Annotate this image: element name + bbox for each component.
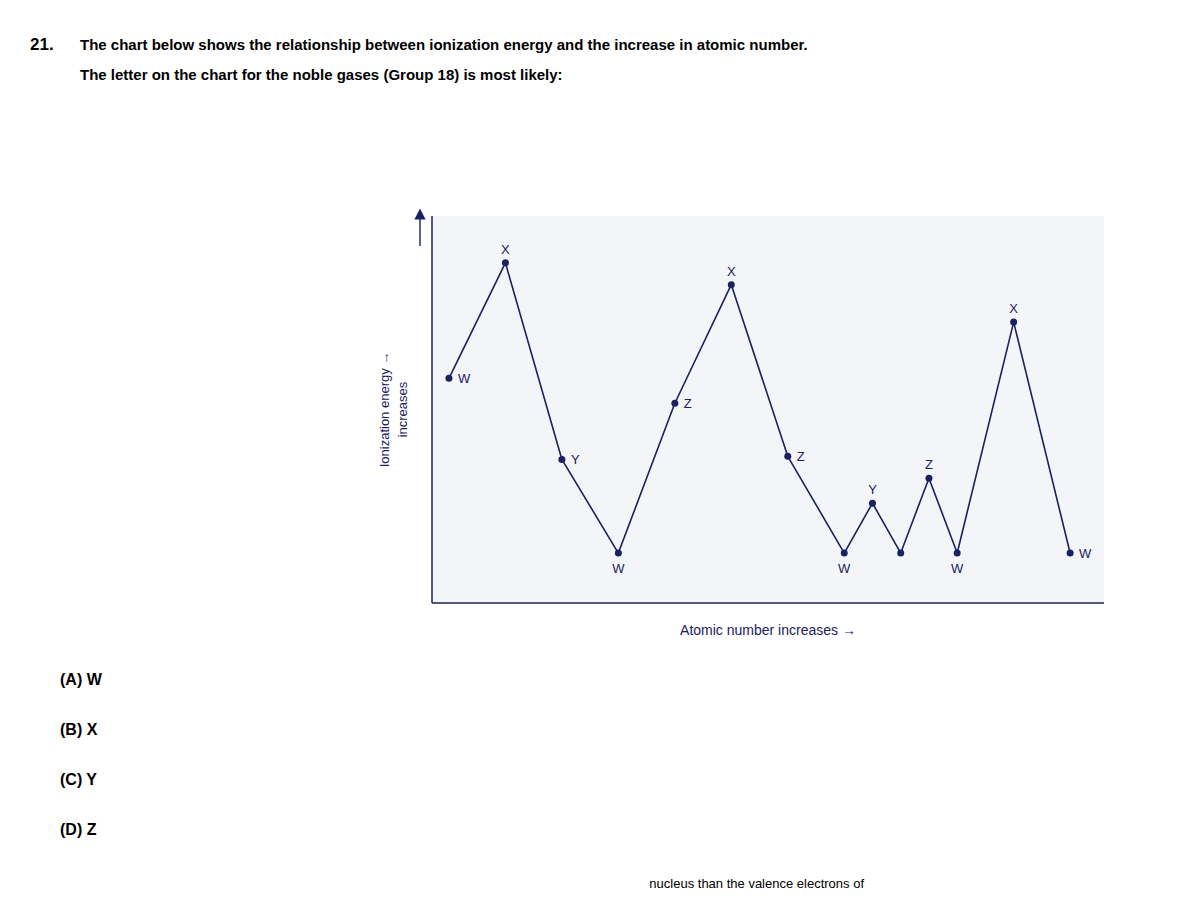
point xyxy=(925,475,932,482)
x-axis-line xyxy=(432,602,1104,604)
point xyxy=(954,550,961,557)
point xyxy=(615,550,622,557)
point xyxy=(1010,319,1017,326)
point-label: Y xyxy=(571,452,580,467)
point xyxy=(841,550,848,557)
x-axis-label: Atomic number increases → xyxy=(680,622,856,638)
point-label: X xyxy=(727,264,736,279)
y-axis-label: increases xyxy=(395,381,410,437)
point xyxy=(445,375,452,382)
point xyxy=(784,453,791,460)
point xyxy=(897,550,904,557)
chart: 21. The chart below shows the relationshi… xyxy=(0,0,1200,900)
point xyxy=(869,500,876,507)
title: The chart below shows the relationship b… xyxy=(80,36,808,53)
answer-option: (C) Y xyxy=(60,771,97,788)
point xyxy=(671,400,678,407)
line xyxy=(449,263,1070,553)
y-axis-arrow xyxy=(419,214,420,246)
point-label: W xyxy=(838,561,851,576)
point-label: X xyxy=(501,242,510,257)
footer-text: nucleus than the valence electrons of xyxy=(649,876,864,891)
question-number: 21. xyxy=(30,35,54,54)
answer-option: (A) W xyxy=(60,671,103,688)
point xyxy=(1067,550,1074,557)
point-label: Z xyxy=(925,457,933,472)
answer-option: (B) X xyxy=(60,721,98,738)
plot-area xyxy=(432,216,1104,603)
subtitle: The letter on the chart for the noble ga… xyxy=(80,66,563,83)
point-label: W xyxy=(1079,546,1092,561)
point-label: X xyxy=(1009,301,1018,316)
series xyxy=(445,259,1073,556)
point-label: Y xyxy=(868,482,877,497)
point-label: Z xyxy=(684,396,692,411)
point-label: W xyxy=(612,561,625,576)
y-axis-label: Ionization energy → xyxy=(377,352,392,468)
point-label: W xyxy=(458,371,471,386)
point-label: Z xyxy=(797,449,805,464)
answer-option: (D) Z xyxy=(60,821,97,838)
point xyxy=(558,456,565,463)
point xyxy=(502,259,509,266)
y-axis-line xyxy=(431,216,433,603)
point-label: W xyxy=(951,561,964,576)
point xyxy=(728,281,735,288)
